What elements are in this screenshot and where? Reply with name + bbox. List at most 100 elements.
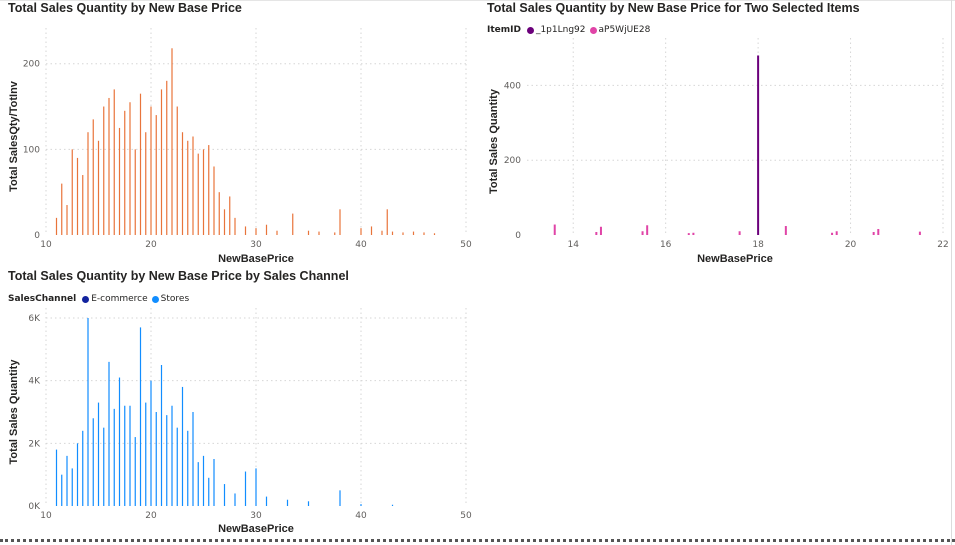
bar[interactable] [129, 102, 131, 235]
bar[interactable] [229, 196, 231, 235]
bar[interactable] [197, 153, 199, 235]
bar[interactable] [292, 213, 294, 235]
visual-sales-by-channel[interactable]: Total Sales Quantity by New Base Price b… [0, 266, 480, 538]
legend-item[interactable]: Stores [151, 294, 189, 304]
bar[interactable] [202, 149, 205, 235]
bar[interactable] [595, 232, 598, 235]
bar[interactable] [831, 232, 834, 235]
bar[interactable] [641, 231, 644, 235]
bar[interactable] [412, 231, 415, 235]
bar[interactable] [71, 149, 73, 235]
bar[interactable] [286, 499, 289, 506]
bar[interactable] [55, 449, 58, 506]
legend-item[interactable]: E-commerce [82, 294, 148, 304]
bar[interactable] [76, 157, 79, 235]
bar[interactable] [784, 226, 787, 235]
bar[interactable] [61, 183, 63, 235]
bar[interactable] [145, 402, 147, 506]
visual-two-items[interactable]: Total Sales Quantity by New Base Price f… [480, 0, 951, 268]
bar[interactable] [339, 490, 341, 506]
bar[interactable] [92, 418, 94, 506]
bar[interactable] [423, 232, 425, 235]
bar[interactable] [687, 233, 690, 235]
legend-item[interactable]: _1p1Lng92 [526, 25, 586, 35]
bar[interactable] [553, 224, 556, 235]
bar[interactable] [244, 226, 247, 235]
bar[interactable] [134, 149, 136, 235]
bar[interactable] [118, 377, 121, 506]
bar[interactable] [208, 145, 210, 235]
bar[interactable] [197, 462, 199, 506]
bar[interactable] [835, 231, 838, 235]
bar[interactable] [192, 136, 194, 236]
bar[interactable] [124, 110, 126, 235]
bar[interactable] [187, 430, 189, 506]
bar[interactable] [213, 166, 215, 235]
bar[interactable] [276, 230, 278, 235]
bar[interactable] [118, 127, 121, 235]
bar[interactable] [76, 443, 79, 506]
bar[interactable] [187, 140, 189, 235]
bar[interactable] [223, 209, 226, 235]
bar[interactable] [155, 412, 157, 506]
bar[interactable] [176, 106, 178, 236]
bar[interactable] [97, 140, 100, 235]
bar[interactable] [87, 318, 89, 506]
bar[interactable] [234, 493, 236, 506]
bar[interactable] [155, 115, 157, 235]
bar[interactable] [265, 496, 268, 506]
bar[interactable] [402, 232, 404, 235]
bar[interactable] [599, 226, 602, 235]
bar[interactable] [71, 468, 73, 506]
bar[interactable] [255, 468, 257, 506]
bar[interactable] [181, 132, 184, 235]
bar[interactable] [692, 232, 695, 235]
bar[interactable] [918, 231, 921, 235]
bar[interactable] [160, 89, 163, 236]
bar[interactable] [877, 229, 880, 235]
bar[interactable] [208, 477, 210, 506]
bar[interactable] [255, 228, 257, 235]
bar[interactable] [872, 232, 875, 235]
bar[interactable] [391, 504, 394, 506]
bar[interactable] [381, 230, 383, 235]
bar[interactable] [757, 55, 760, 236]
bar[interactable] [433, 233, 436, 235]
bar[interactable] [339, 209, 341, 235]
bar[interactable] [370, 226, 373, 235]
legend-item[interactable]: aP5WjUE28 [589, 25, 650, 35]
bar[interactable] [360, 504, 362, 506]
bar[interactable] [166, 80, 168, 236]
bar[interactable] [87, 132, 89, 235]
bar[interactable] [307, 230, 310, 235]
bar[interactable] [97, 402, 100, 506]
bar[interactable] [108, 361, 110, 506]
bar[interactable] [145, 132, 147, 235]
bar[interactable] [103, 427, 105, 506]
bar[interactable] [218, 192, 220, 235]
bar[interactable] [234, 217, 236, 235]
bar[interactable] [213, 459, 215, 506]
bar[interactable] [176, 427, 178, 506]
bar[interactable] [171, 405, 173, 506]
bar[interactable] [181, 386, 184, 506]
bar[interactable] [103, 106, 105, 236]
bar[interactable] [202, 455, 205, 506]
bar[interactable] [171, 48, 173, 235]
bar[interactable] [307, 501, 310, 506]
bar[interactable] [134, 437, 136, 506]
bar[interactable] [139, 327, 142, 506]
bar[interactable] [108, 97, 110, 236]
bar[interactable] [334, 232, 336, 235]
bar[interactable] [92, 119, 94, 235]
bar[interactable] [82, 430, 84, 506]
bar[interactable] [82, 175, 84, 235]
bar[interactable] [61, 474, 63, 506]
bar[interactable] [66, 455, 68, 506]
bar[interactable] [113, 89, 115, 236]
bar[interactable] [166, 415, 168, 506]
bar[interactable] [265, 224, 268, 235]
visual-sales-by-price[interactable]: Total Sales Quantity by New Base Price 0… [0, 0, 480, 265]
bar[interactable] [360, 228, 362, 235]
bar[interactable] [386, 209, 388, 235]
